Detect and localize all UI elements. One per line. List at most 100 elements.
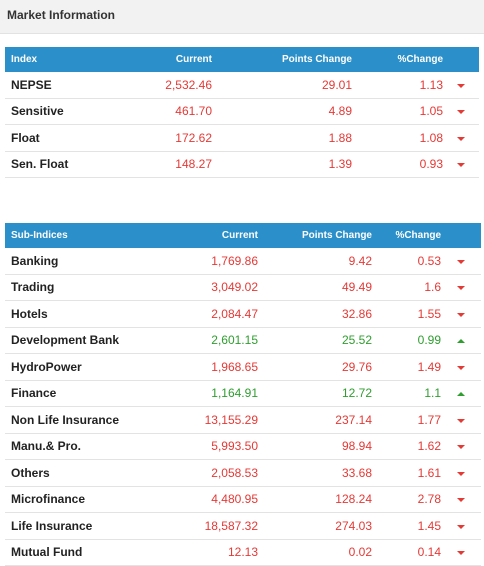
row-points-change: 4.89 [328, 104, 352, 119]
table-row[interactable]: Banking 1,769.86 9.42 0.53 [5, 248, 481, 274]
triangle-down-icon [457, 136, 465, 141]
table-row[interactable]: Sensitive 461.70 4.89 1.05 [5, 98, 479, 125]
row-current: 12.13 [227, 545, 258, 560]
row-trend [441, 513, 481, 540]
row-points-change: 0.02 [348, 545, 372, 560]
page-title: Market Information [7, 8, 116, 22]
row-current: 1,164.91 [211, 386, 258, 401]
row-points-change: 25.52 [341, 333, 372, 348]
row-current: 1,769.86 [211, 253, 258, 268]
row-name: Others [11, 465, 50, 480]
row-trend [441, 354, 481, 381]
table-row[interactable]: Microfinance 4,480.95 128.24 2.78 [5, 486, 481, 513]
col-header-pct-change: %Change [395, 230, 441, 241]
triangle-down-icon [457, 445, 465, 450]
row-points-change: 9.42 [348, 253, 372, 268]
row-trend [443, 125, 479, 152]
sub-indices-table-header: Sub-Indices Current Points Change %Chang… [5, 223, 481, 248]
table-row[interactable]: Mutual Fund 12.13 0.02 0.14 [5, 539, 481, 566]
triangle-down-icon [457, 498, 465, 503]
index-table-body: NEPSE 2,532.46 29.01 1.13 Sensitive 461.70 4.8… [5, 72, 479, 178]
row-points-change: 33.68 [341, 465, 372, 480]
row-name: Banking [11, 253, 59, 268]
row-name: HydroPower [11, 359, 82, 374]
row-name: Non Life Insurance [11, 412, 120, 427]
row-pct-change: 0.93 [419, 157, 443, 172]
triangle-down-icon [457, 471, 465, 476]
row-pct-change: 0.14 [417, 545, 441, 560]
row-points-change: 98.94 [341, 439, 372, 454]
row-trend [441, 486, 481, 513]
sub-indices-table-body: Banking 1,769.86 9.42 0.53 Trading 3,049.02 49… [5, 248, 481, 566]
row-pct-change: 1.62 [417, 439, 441, 454]
table-row[interactable]: HydroPower 1,968.65 29.76 1.49 [5, 354, 481, 381]
row-points-change: 29.76 [341, 359, 372, 374]
row-pct-change: 1.55 [417, 306, 441, 321]
row-current: 5,993.50 [211, 439, 258, 454]
row-points-change: 274.03 [335, 518, 372, 533]
row-trend [441, 248, 481, 274]
col-header-current: Current [221, 230, 258, 241]
row-trend [443, 151, 479, 178]
row-name: Hotels [11, 306, 48, 321]
col-header-points-change: Points Change [281, 54, 352, 65]
row-current: 18,587.32 [204, 518, 258, 533]
row-current: 3,049.02 [211, 280, 258, 295]
row-trend [443, 98, 479, 125]
col-header-sub-indices: Sub-Indices [11, 230, 68, 241]
table-row[interactable]: Trading 3,049.02 49.49 1.6 [5, 274, 481, 301]
row-trend [441, 433, 481, 460]
triangle-up-icon [457, 392, 465, 397]
row-points-change: 32.86 [341, 306, 372, 321]
row-current: 2,601.15 [211, 333, 258, 348]
row-current: 1,968.65 [211, 359, 258, 374]
row-current: 461.70 [175, 104, 212, 119]
triangle-down-icon [457, 524, 465, 529]
row-points-change: 49.49 [341, 280, 372, 295]
row-pct-change: 1.13 [419, 77, 443, 92]
row-current: 2,084.47 [211, 306, 258, 321]
row-name: Float [11, 130, 40, 145]
row-points-change: 29.01 [321, 77, 352, 92]
row-trend [441, 380, 481, 407]
row-current: 2,058.53 [211, 465, 258, 480]
col-header-index: Index [11, 54, 38, 65]
table-row[interactable]: Non Life Insurance 13,155.29 237.14 1.77 [5, 407, 481, 434]
triangle-down-icon [457, 312, 465, 317]
triangle-down-icon [457, 286, 465, 291]
table-row[interactable]: NEPSE 2,532.46 29.01 1.13 [5, 72, 479, 98]
title-bar: Market Information [0, 0, 484, 34]
row-pct-change: 1.6 [424, 280, 441, 295]
table-row[interactable]: Others 2,058.53 33.68 1.61 [5, 460, 481, 487]
row-name: Manu.& Pro. [11, 439, 82, 454]
row-pct-change: 0.99 [417, 333, 441, 348]
row-pct-change: 0.53 [417, 253, 441, 268]
triangle-down-icon [457, 83, 465, 88]
row-trend [441, 407, 481, 434]
row-current: 13,155.29 [204, 412, 258, 427]
row-current: 172.62 [175, 130, 212, 145]
row-trend [441, 274, 481, 301]
row-trend [441, 460, 481, 487]
triangle-down-icon [457, 259, 465, 264]
table-row[interactable]: Sen. Float 148.27 1.39 0.93 [5, 151, 479, 178]
triangle-down-icon [457, 110, 465, 115]
row-pct-change: 1.77 [417, 412, 441, 427]
row-points-change: 237.14 [335, 412, 372, 427]
row-current: 4,480.95 [211, 492, 258, 507]
table-row[interactable]: Development Bank 2,601.15 25.52 0.99 [5, 327, 481, 354]
row-points-change: 128.24 [335, 492, 372, 507]
row-name: Mutual Fund [11, 545, 83, 560]
row-trend [443, 72, 479, 98]
table-row[interactable]: Hotels 2,084.47 32.86 1.55 [5, 301, 481, 327]
row-pct-change: 1.49 [417, 359, 441, 374]
table-row[interactable]: Float 172.62 1.88 1.08 [5, 125, 479, 152]
row-points-change: 12.72 [341, 386, 372, 401]
row-points-change: 1.39 [328, 157, 352, 172]
row-name: Trading [11, 280, 55, 295]
table-row[interactable]: Life Insurance 18,587.32 274.03 1.45 [5, 513, 481, 540]
row-name: NEPSE [11, 77, 52, 92]
table-row[interactable]: Finance 1,164.91 12.72 1.1 [5, 380, 481, 407]
table-row[interactable]: Manu.& Pro. 5,993.50 98.94 1.62 [5, 433, 481, 460]
